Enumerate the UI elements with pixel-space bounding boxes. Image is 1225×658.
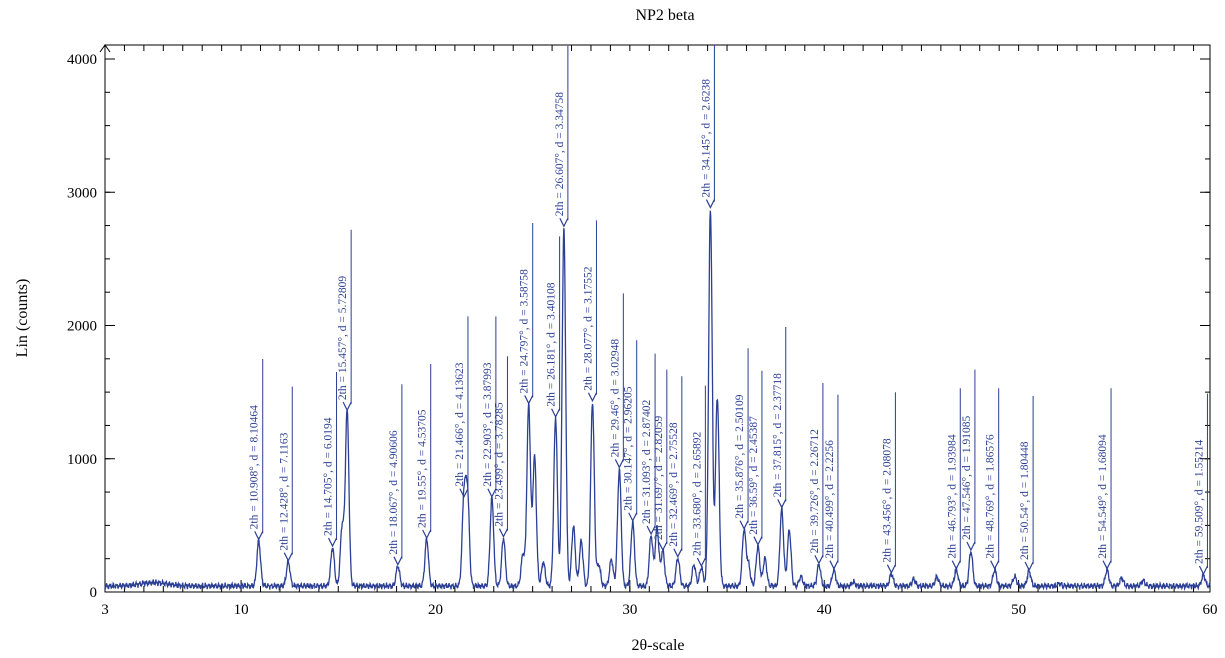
- y-tick-label: 1000: [67, 452, 97, 468]
- peak-label: 2th = 47.546°, d = 1.91085: [961, 416, 973, 541]
- peak-marker: 2th = 26.181°, d = 3.40108: [546, 236, 561, 419]
- peak-label: 2th = 22.903°, d = 3.87993: [482, 362, 494, 487]
- peak-label: 2th = 43.456°, d = 2.08078: [881, 438, 893, 563]
- peak-marker: 2th = 22.903°, d = 3.87993: [482, 316, 497, 499]
- peak-marker: 2th = 28.077°, d = 3.17552: [582, 220, 597, 403]
- peak-label: 2th = 14.705°, d = 6.0194: [323, 417, 335, 536]
- peak-label: 2th = 54.549°, d = 1.68094: [1097, 434, 1109, 559]
- peak-label: 2th = 37.815°, d = 2.37718: [772, 373, 784, 498]
- peak-label: 2th = 18.067°, d = 4.90606: [388, 430, 400, 555]
- peak-marker: 2th = 12.428°, d = 7.1163: [278, 386, 293, 563]
- peak-label: 2th = 24.797°, d = 3.58758: [519, 269, 531, 394]
- peak-label: 2th = 31.093°, d = 2.87402: [641, 400, 653, 525]
- x-tick-label: 10: [234, 602, 249, 618]
- peak-label: 2th = 34.145°, d = 2.6238: [700, 79, 712, 198]
- peak-marker: 2th = 26.607°, d = 3.34758: [554, 45, 569, 228]
- peak-label: 2th = 35.876°, d = 2.50109: [734, 394, 746, 519]
- peak-label: 2th = 39.726°, d = 2.26712: [809, 429, 821, 554]
- y-axis-ticks: 0 1000 2000 3000 4000: [67, 52, 1210, 601]
- peak-label: 2th = 26.181°, d = 3.40108: [546, 282, 558, 407]
- peak-marker: 2th = 23.499°, d = 3.78285: [493, 356, 509, 539]
- peak-marker: 2th = 35.876°, d = 2.50109: [734, 348, 749, 531]
- x-tick-label: 20: [428, 602, 443, 618]
- peak-marker: 2th = 43.456°, d = 2.08078: [881, 392, 896, 575]
- peak-label: 2th = 46.793°, d = 1.93984: [946, 434, 958, 559]
- y-axis-title: Lin (counts): [14, 279, 31, 358]
- x-tick-label: 30: [622, 602, 637, 618]
- peak-label: 2th = 32.469°, d = 2.75528: [668, 422, 680, 547]
- peak-marker: 2th = 14.705°, d = 6.0194: [323, 372, 338, 548]
- y-tick-label: 0: [90, 585, 98, 601]
- peak-marker: 2th = 15.457°, d = 5.72809: [337, 229, 352, 412]
- peak-marker: 2th = 31.697°, d = 2.82059: [653, 369, 668, 552]
- peak-label: 2th = 36.59°, d = 2.45387: [748, 416, 760, 535]
- peak-label: 2th = 33.680°, d = 2.65892: [691, 431, 703, 556]
- peak-label: 2th = 23.499°, d = 3.78285: [493, 402, 505, 527]
- peak-label: 2th = 21.466°, d = 4.13623: [454, 362, 466, 487]
- peak-marker: 2th = 50.54°, d = 1.80448: [1019, 396, 1034, 572]
- peak-annotations: 2th = 10.908°, d = 8.10464 2th = 12.428°,…: [249, 45, 1208, 576]
- peak-label: 2th = 12.428°, d = 7.1163: [278, 432, 290, 550]
- x-tick-label: 40: [817, 602, 832, 618]
- peak-marker: 2th = 10.908°, d = 8.10464: [249, 358, 264, 541]
- y-tick-label: 4000: [67, 52, 97, 68]
- peak-marker: 2th = 31.093°, d = 2.87402: [641, 353, 656, 536]
- peak-marker: 2th = 18.067°, d = 4.90606: [388, 384, 403, 567]
- peak-marker: 2th = 36.59°, d = 2.45387: [748, 370, 763, 547]
- peak-marker: 2th = 54.549°, d = 1.68094: [1097, 388, 1112, 571]
- peak-label: 2th = 15.457°, d = 5.72809: [337, 276, 349, 401]
- peak-marker: 2th = 48.769°, d = 1.86576: [985, 388, 1000, 571]
- peak-label: 2th = 26.607°, d = 3.34758: [554, 92, 566, 217]
- peak-marker: 2th = 32.469°, d = 2.75528: [668, 376, 683, 559]
- peak-label: 2th = 10.908°, d = 8.10464: [249, 405, 261, 530]
- peak-label: 2th = 29.46°, d = 3.02948: [609, 339, 621, 458]
- peak-label: 2th = 31.697°, d = 2.82059: [653, 416, 665, 541]
- peak-marker: 2th = 39.726°, d = 2.26712: [809, 382, 824, 565]
- peak-marker: 2th = 29.46°, d = 3.02948: [609, 293, 624, 469]
- peak-label: 2th = 30.147°, d = 2.96205: [623, 386, 635, 511]
- x-tick-label: 3: [101, 602, 109, 618]
- x-axis-ticks: 3 10 20 30 40 50 60: [101, 580, 1218, 618]
- peak-label: 2th = 19.55°, d = 4.53705: [417, 409, 429, 528]
- peak-marker: 2th = 33.680°, d = 2.65892: [691, 385, 706, 568]
- peak-marker: 2th = 24.797°, d = 3.58758: [519, 223, 534, 405]
- peak-marker: 2th = 34.145°, d = 2.6238: [700, 45, 715, 209]
- peak-marker: 2th = 47.546°, d = 1.91085: [961, 369, 976, 552]
- x-tick-label: 60: [1203, 602, 1218, 618]
- peak-marker: 2th = 21.466°, d = 4.13623: [454, 316, 469, 499]
- peak-label: 2th = 28.077°, d = 3.17552: [582, 266, 594, 391]
- peak-marker: 2th = 37.815°, d = 2.37718: [772, 326, 787, 509]
- x-tick-label: 50: [1011, 602, 1026, 618]
- peak-marker: 2th = 46.793°, d = 1.93984: [946, 388, 961, 571]
- chart-title: NP2 beta: [635, 7, 694, 24]
- peak-label: 2th = 50.54°, d = 1.80448: [1019, 441, 1031, 560]
- peak-marker: 2th = 30.147°, d = 2.96205: [623, 340, 638, 523]
- peak-marker: 2th = 19.55°, d = 4.53705: [417, 364, 432, 540]
- y-tick-label: 2000: [67, 319, 97, 335]
- x-axis-title: 2θ-scale: [632, 637, 685, 654]
- peak-marker: 2th = 40.499°, d = 2.2256: [824, 394, 839, 571]
- peak-marker: 2th = 59.509°, d = 1.55214: [1193, 393, 1208, 576]
- y-axis-arrow: [99, 44, 111, 53]
- peak-label: 2th = 48.769°, d = 1.86576: [985, 434, 997, 559]
- plot-frame: [104, 44, 1211, 593]
- peak-label: 2th = 59.509°, d = 1.55214: [1193, 439, 1205, 564]
- y-tick-label: 3000: [67, 185, 97, 201]
- diffraction-trace: [104, 210, 1211, 592]
- peak-label: 2th = 40.499°, d = 2.2256: [824, 440, 836, 559]
